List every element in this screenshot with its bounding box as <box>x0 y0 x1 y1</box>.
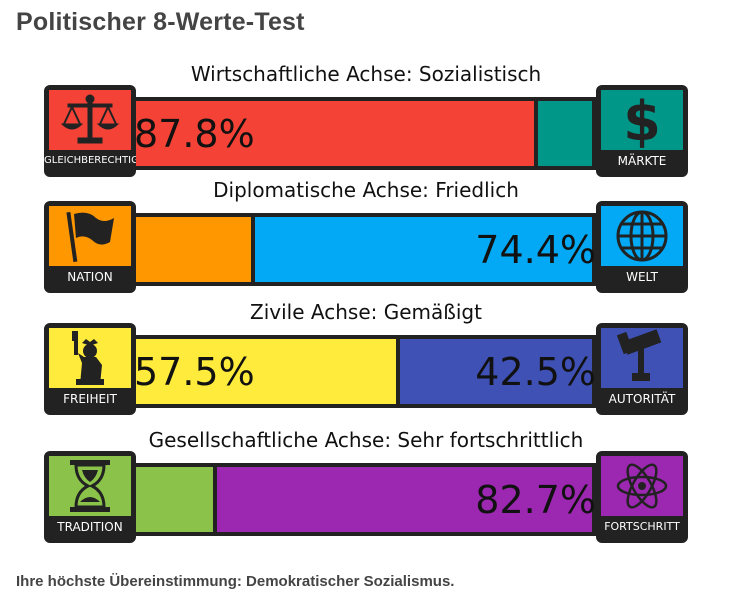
right-fill <box>217 467 592 532</box>
icon-tile-left: NATION <box>44 201 136 293</box>
axis-diplomatic: Diplomatische Achse: Friedlich 74.4% NAT… <box>44 178 688 313</box>
icon-background <box>601 456 683 516</box>
axis-label: Zivile Achse: Gemäßigt <box>250 300 482 324</box>
result-text: Ihre höchste Übereinstimmung: Demokratis… <box>16 573 455 590</box>
icon-background <box>601 206 683 266</box>
icon-background: $ <box>601 90 683 150</box>
icon-caption: WELT <box>626 270 658 284</box>
scales-icon <box>60 94 120 144</box>
icon-background <box>49 328 131 388</box>
icon-tile-right: $ MÄRKTE <box>596 85 688 177</box>
left-fill <box>136 101 534 166</box>
icon-caption: TRADITION <box>57 520 123 534</box>
icon-tile-left: GLEICHBERECHTIGUNG <box>44 85 136 177</box>
left-fill <box>136 467 213 532</box>
icon-tile-left: TRADITION <box>44 451 136 543</box>
left-fill <box>136 339 396 404</box>
axis-bar: 87.8% <box>132 97 596 170</box>
axis-label: Diplomatische Achse: Friedlich <box>213 178 519 202</box>
right-fill <box>255 217 592 282</box>
left-percent: 57.5% <box>134 349 255 394</box>
right-fill <box>400 339 592 404</box>
right-fill <box>538 101 592 166</box>
dollar-icon: $ <box>623 92 661 148</box>
axis-societal: Gesellschaftliche Achse: Sehr fortschrit… <box>44 428 688 563</box>
icon-background <box>49 90 131 150</box>
icon-tile-right: WELT <box>596 201 688 293</box>
right-percent: 74.4% <box>475 227 596 272</box>
statue-of-liberty-icon <box>72 331 104 385</box>
globe-icon <box>616 210 668 262</box>
right-percent: 82.7% <box>475 477 596 522</box>
axis-label: Gesellschaftliche Achse: Sehr fortschrit… <box>148 428 584 452</box>
icon-tile-right: AUTORITÄT <box>596 323 688 415</box>
page-title: Politischer 8-Werte-Test <box>16 8 305 36</box>
axis-bar: 57.5% 42.5% <box>132 335 596 408</box>
hourglass-icon <box>70 460 110 512</box>
gavel-icon <box>616 329 662 381</box>
icon-tile-left: FREIHEIT <box>44 323 136 415</box>
icon-caption: MÄRKTE <box>617 154 667 168</box>
icon-background <box>49 206 131 266</box>
icon-caption: FORTSCHRITT <box>604 520 680 533</box>
left-percent: 87.8% <box>134 111 255 156</box>
icon-background <box>601 328 683 388</box>
icon-caption: NATION <box>67 270 113 284</box>
icon-caption: GLEICHBERECHTIGUNG <box>44 155 136 166</box>
axis-economic: Wirtschaftliche Achse: Sozialistisch 87.… <box>44 62 688 197</box>
left-fill <box>136 217 251 282</box>
icon-caption: AUTORITÄT <box>608 392 676 406</box>
axis-bar: 82.7% <box>132 463 596 536</box>
icon-caption: FREIHEIT <box>63 392 117 406</box>
icon-background <box>49 456 131 516</box>
svg-text:$: $ <box>623 92 661 148</box>
atom-icon <box>616 463 668 509</box>
axis-bar: 74.4% <box>132 213 596 286</box>
axis-civil: Zivile Achse: Gemäßigt 57.5% 42.5% FREIH… <box>44 300 688 435</box>
flag-icon <box>66 211 114 263</box>
axis-label: Wirtschaftliche Achse: Sozialistisch <box>190 62 542 86</box>
right-percent: 42.5% <box>475 349 596 394</box>
icon-tile-right: FORTSCHRITT <box>596 451 688 543</box>
